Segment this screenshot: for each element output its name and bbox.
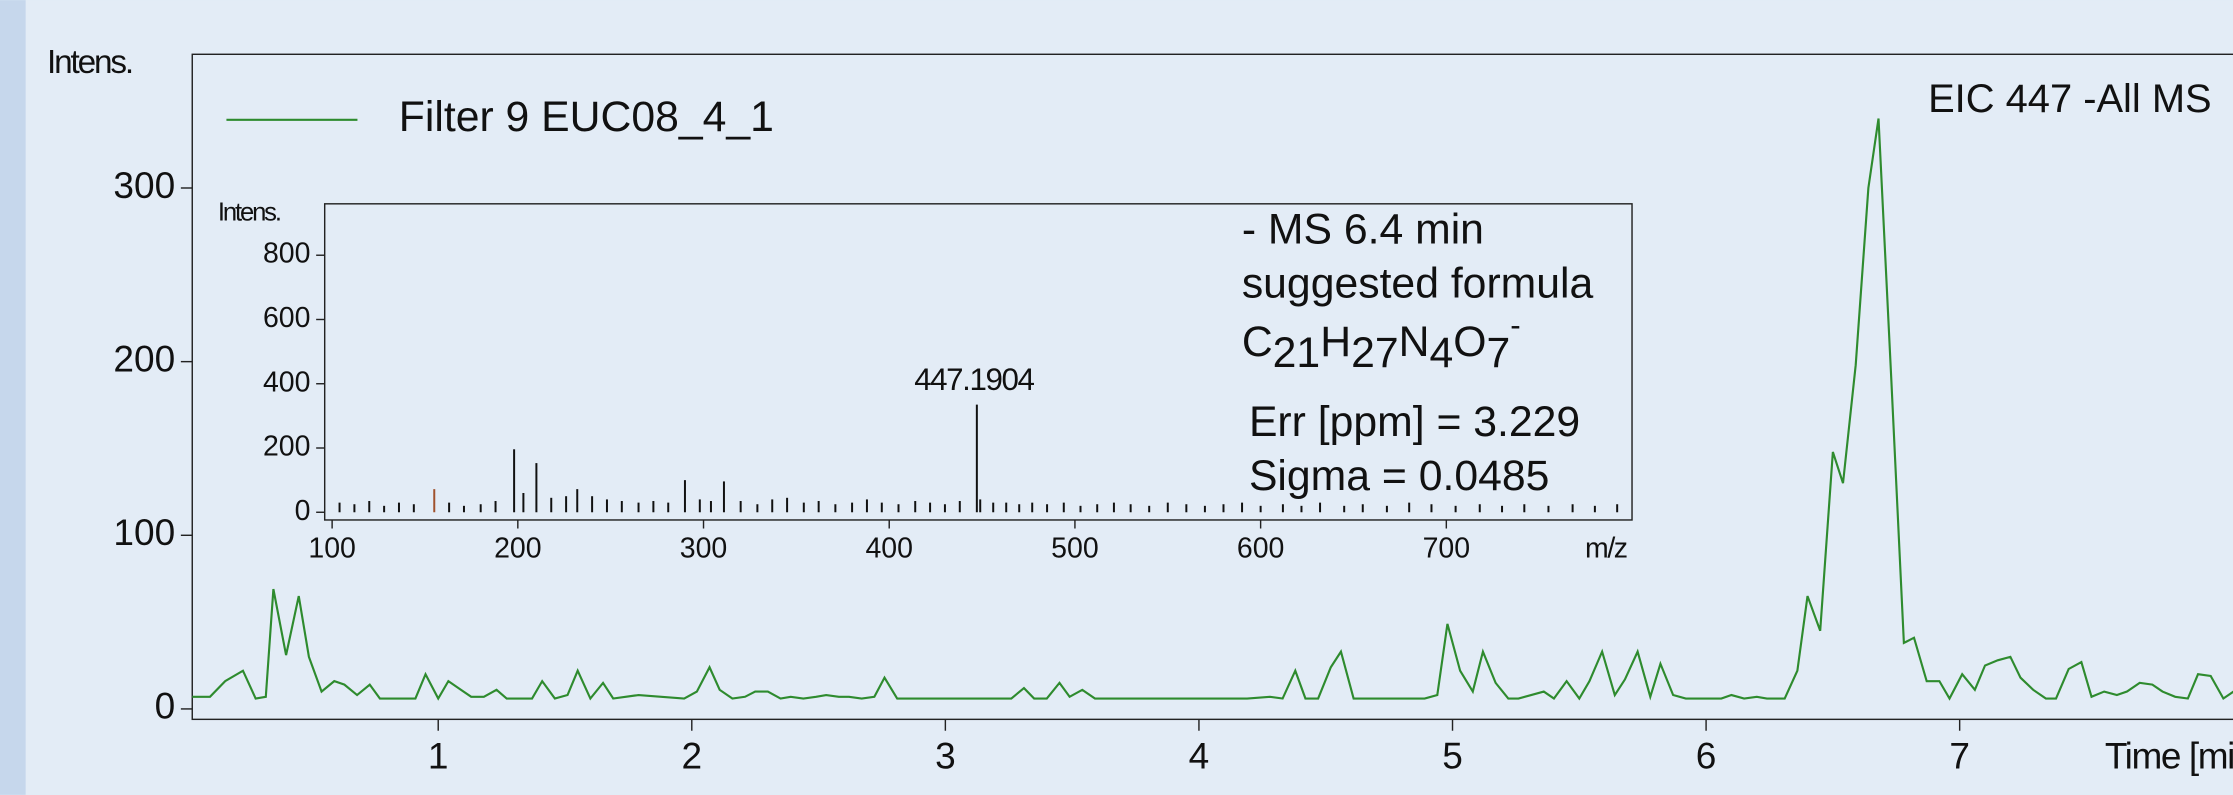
y-tick-label: 100 (113, 511, 175, 553)
y-tick-label: 300 (113, 164, 175, 206)
formula-count: 7 (1486, 329, 1510, 377)
x-tick-label: 6 (1696, 734, 1717, 776)
x-tick-label: 400 (865, 532, 913, 564)
y-tick-label: 600 (263, 302, 311, 334)
x-tick-label: 100 (308, 532, 356, 564)
x-axis-label: m/z (1585, 532, 1627, 564)
y-axis-label: Intens. (47, 44, 132, 81)
formula-count: 21 (1273, 329, 1321, 377)
formula-count: 4 (1429, 329, 1453, 377)
x-tick-label: 4 (1189, 734, 1210, 776)
legend-label: Filter 9 EUC08_4_1 (399, 93, 774, 141)
info-text: - MS 6.4 min (1242, 206, 1484, 254)
annotation: EIC 447 -All MS (1928, 77, 2212, 121)
info-text: Sigma = 0.0485 (1249, 452, 1549, 500)
formula-element: N (1399, 318, 1430, 366)
y-tick-label: 200 (113, 337, 175, 379)
x-tick-label: 3 (935, 734, 956, 776)
plot-frame (191, 53, 2233, 721)
y-axis-label: Intens. (218, 199, 280, 227)
trace-line (192, 118, 2233, 701)
x-tick-label: 600 (1237, 532, 1285, 564)
info-text: Err [ppm] = 3.229 (1249, 398, 1580, 446)
x-tick-label: 500 (1051, 532, 1099, 564)
y-tick-label: 0 (155, 685, 176, 727)
peak-label: 447.1904 (914, 362, 1034, 397)
formula-element: H (1320, 318, 1351, 366)
x-tick-label: 1 (428, 734, 449, 776)
formula-element: O (1453, 318, 1486, 366)
formula: C21H27N4O7- (1242, 308, 1521, 377)
info-text: suggested formula (1242, 260, 1594, 308)
x-tick-label: 5 (1442, 734, 1463, 776)
x-axis-label: Time [min] (2105, 734, 2233, 776)
x-tick-label: 300 (680, 532, 727, 564)
formula-count: 27 (1351, 329, 1399, 377)
y-tick-label: 200 (263, 431, 311, 463)
formula-element: C (1242, 318, 1273, 366)
y-tick-label: 400 (263, 366, 311, 398)
formula-charge: - (1510, 308, 1520, 343)
x-tick-label: 200 (494, 532, 542, 564)
window-edge (0, 0, 26, 795)
x-tick-label: 700 (1423, 532, 1471, 564)
y-tick-label: 800 (263, 238, 311, 270)
plot-frame (323, 203, 1633, 521)
y-tick-label: 0 (295, 495, 311, 527)
x-tick-label: 2 (681, 734, 702, 776)
x-tick-label: 7 (1949, 734, 1970, 776)
